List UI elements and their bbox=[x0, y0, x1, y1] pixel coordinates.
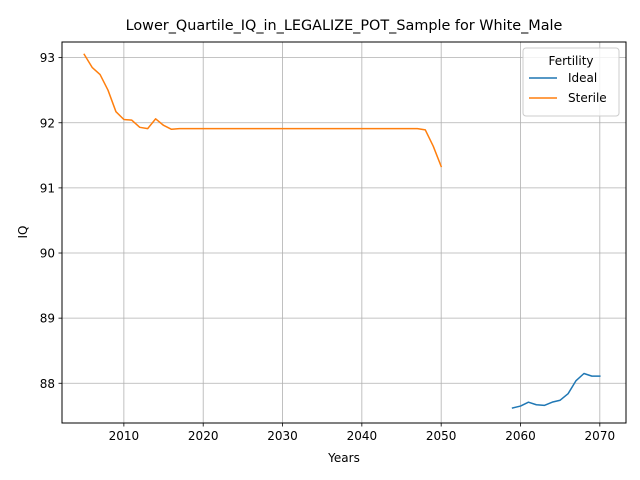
y-tick-label: 90 bbox=[40, 247, 55, 261]
x-tick-label: 2070 bbox=[585, 429, 616, 443]
x-tick-label: 2010 bbox=[109, 429, 140, 443]
y-tick-label: 92 bbox=[40, 116, 55, 130]
series-line-ideal bbox=[511, 372, 601, 409]
x-axis-label: Years bbox=[327, 451, 360, 465]
legend-items: Ideal Sterile bbox=[529, 71, 607, 105]
legend-label-sterile: Sterile bbox=[568, 91, 607, 105]
y-axis-label: IQ bbox=[16, 226, 30, 239]
series-line-sterile bbox=[83, 53, 443, 168]
y-tick-label: 91 bbox=[40, 181, 55, 195]
y-tick-label: 89 bbox=[40, 312, 55, 326]
legend-title: Fertility bbox=[548, 54, 593, 68]
series-lines bbox=[83, 53, 601, 409]
x-tick-label: 2020 bbox=[188, 429, 219, 443]
legend: Fertility Ideal Sterile bbox=[522, 47, 620, 117]
chart-title: Lower_Quartile_IQ_in_LEGALIZE_POT_Sample… bbox=[126, 18, 563, 34]
legend-box bbox=[522, 47, 620, 117]
legend-label-ideal: Ideal bbox=[568, 71, 597, 85]
x-tick-label: 2060 bbox=[505, 429, 536, 443]
x-tick-label: 2050 bbox=[426, 429, 457, 443]
x-tick-label: 2040 bbox=[347, 429, 378, 443]
y-axis-ticks: 88 89 90 91 92 93 bbox=[40, 51, 62, 391]
x-tick-label: 2030 bbox=[267, 429, 298, 443]
y-tick-label: 88 bbox=[40, 377, 55, 391]
x-axis-ticks: 2010 2020 2030 2040 2050 2060 2070 bbox=[109, 423, 615, 443]
plot-area-frame bbox=[61, 41, 627, 424]
y-tick-label: 93 bbox=[40, 51, 55, 65]
